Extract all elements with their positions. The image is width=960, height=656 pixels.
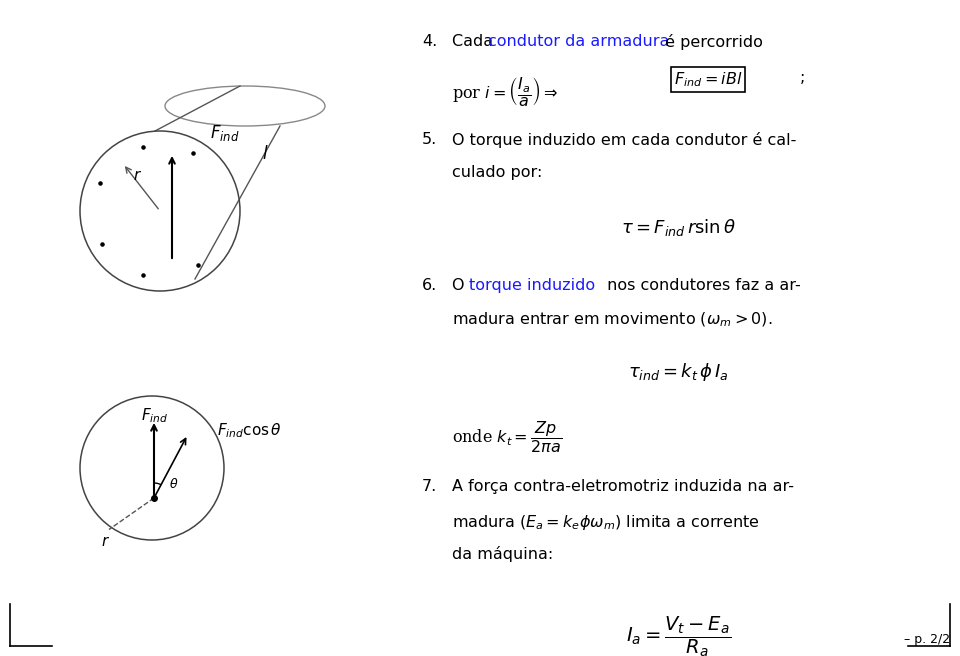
Text: $F_{ind}$: $F_{ind}$ (210, 123, 240, 143)
Text: 5.: 5. (422, 132, 437, 147)
Text: Cada: Cada (452, 34, 498, 49)
Text: $F_{ind}$: $F_{ind}$ (141, 407, 169, 425)
Text: $l$: $l$ (262, 145, 268, 163)
Text: é percorrido: é percorrido (660, 34, 762, 50)
Text: – p. 2/2: – p. 2/2 (904, 633, 950, 646)
Text: $F_{ind} = iBl$: $F_{ind} = iBl$ (674, 70, 742, 89)
Text: $\tau = F_{ind}\,r\sin\theta$: $\tau = F_{ind}\,r\sin\theta$ (621, 218, 736, 239)
Text: por $i = \left(\dfrac{I_a}{a}\right) \Rightarrow$: por $i = \left(\dfrac{I_a}{a}\right) \Ri… (452, 76, 558, 109)
Text: madura ($E_a = k_e\phi\omega_m$) limita a corrente: madura ($E_a = k_e\phi\omega_m$) limita … (452, 512, 759, 531)
Text: torque induzido: torque induzido (469, 277, 595, 293)
Text: nos condutores faz a ar-: nos condutores faz a ar- (602, 277, 801, 293)
Text: da máquina:: da máquina: (452, 546, 553, 562)
Text: $F_{ind}\cos\theta$: $F_{ind}\cos\theta$ (217, 421, 282, 440)
Text: $r$: $r$ (133, 169, 142, 183)
Text: condutor da armadura: condutor da armadura (488, 34, 669, 49)
Text: madura entrar em movimento ($\omega_m > 0$).: madura entrar em movimento ($\omega_m > … (452, 311, 773, 329)
Text: $\tau_{ind} = k_t\,\phi\,I_a$: $\tau_{ind} = k_t\,\phi\,I_a$ (628, 361, 729, 383)
Text: onde $k_t = \dfrac{Zp}{2\pi a}$: onde $k_t = \dfrac{Zp}{2\pi a}$ (452, 419, 563, 455)
Text: A força contra-eletromotriz induzida na ar-: A força contra-eletromotriz induzida na … (452, 479, 794, 494)
Text: $r$: $r$ (102, 535, 110, 548)
Text: $\theta$: $\theta$ (169, 477, 179, 491)
Text: 4.: 4. (422, 34, 437, 49)
Text: ;: ; (800, 70, 805, 85)
Text: O torque induzido em cada condutor é cal-: O torque induzido em cada condutor é cal… (452, 132, 797, 148)
Text: O: O (452, 277, 469, 293)
Text: 7.: 7. (422, 479, 437, 494)
Text: culado por:: culado por: (452, 165, 542, 180)
Text: $I_a = \dfrac{V_t - E_a}{R_a}$: $I_a = \dfrac{V_t - E_a}{R_a}$ (626, 614, 731, 656)
Text: 6.: 6. (422, 277, 437, 293)
